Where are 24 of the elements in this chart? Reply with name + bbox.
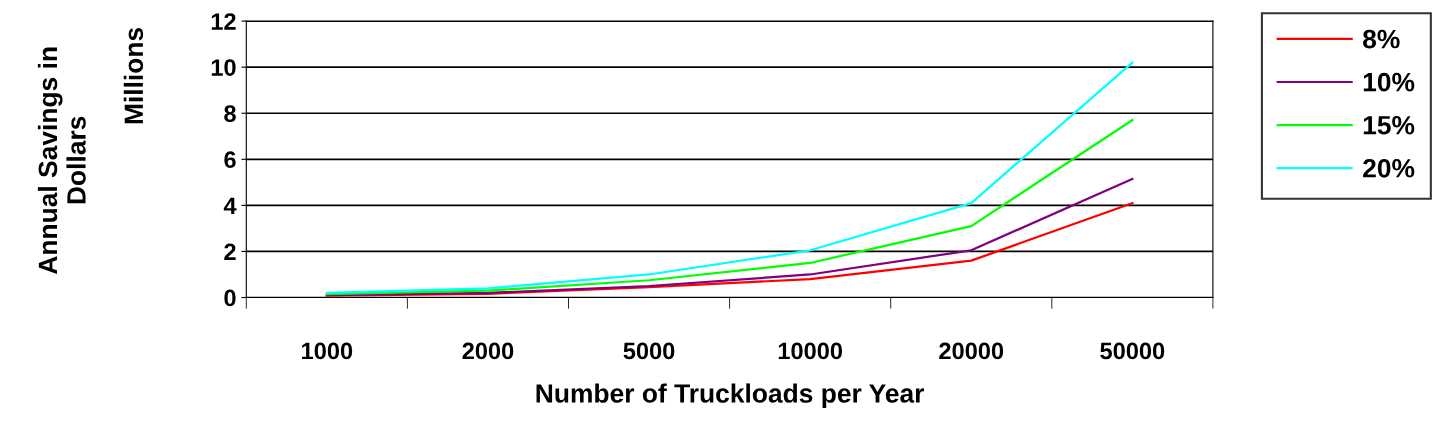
- x-tick-label: 2000: [462, 342, 514, 360]
- line-series: [325, 177, 1134, 297]
- legend-label: 20%: [1363, 158, 1415, 178]
- legend-label: 8%: [1363, 29, 1400, 49]
- y-tick-label: 10: [211, 59, 236, 76]
- x-tick-label: 5000: [623, 342, 675, 360]
- y-tick-label: 12: [211, 13, 236, 30]
- legend-label: 10%: [1363, 72, 1415, 92]
- y-axis-title: Annual Savings in Dollars: [37, 47, 86, 275]
- line-series: [325, 201, 1134, 297]
- text: Millions: [123, 27, 144, 124]
- x-tick-label: 20000: [939, 342, 1004, 360]
- line-series: [325, 61, 1134, 295]
- y-tick-label: 6: [224, 151, 236, 169]
- x-tick-label: 1000: [302, 342, 353, 360]
- y-tick-label: 8: [224, 105, 236, 123]
- x-axis-title: Number of Truckloads per Year: [536, 383, 925, 409]
- y-tick-label: 4: [223, 197, 237, 214]
- line-series: [325, 119, 1134, 296]
- y-tick-label: 0: [224, 289, 236, 307]
- x-tick-label: 10000: [778, 342, 843, 360]
- legend-label: 15%: [1363, 115, 1415, 135]
- x-tick-label: 50000: [1100, 342, 1165, 360]
- y-tick-label: 2: [224, 243, 236, 260]
